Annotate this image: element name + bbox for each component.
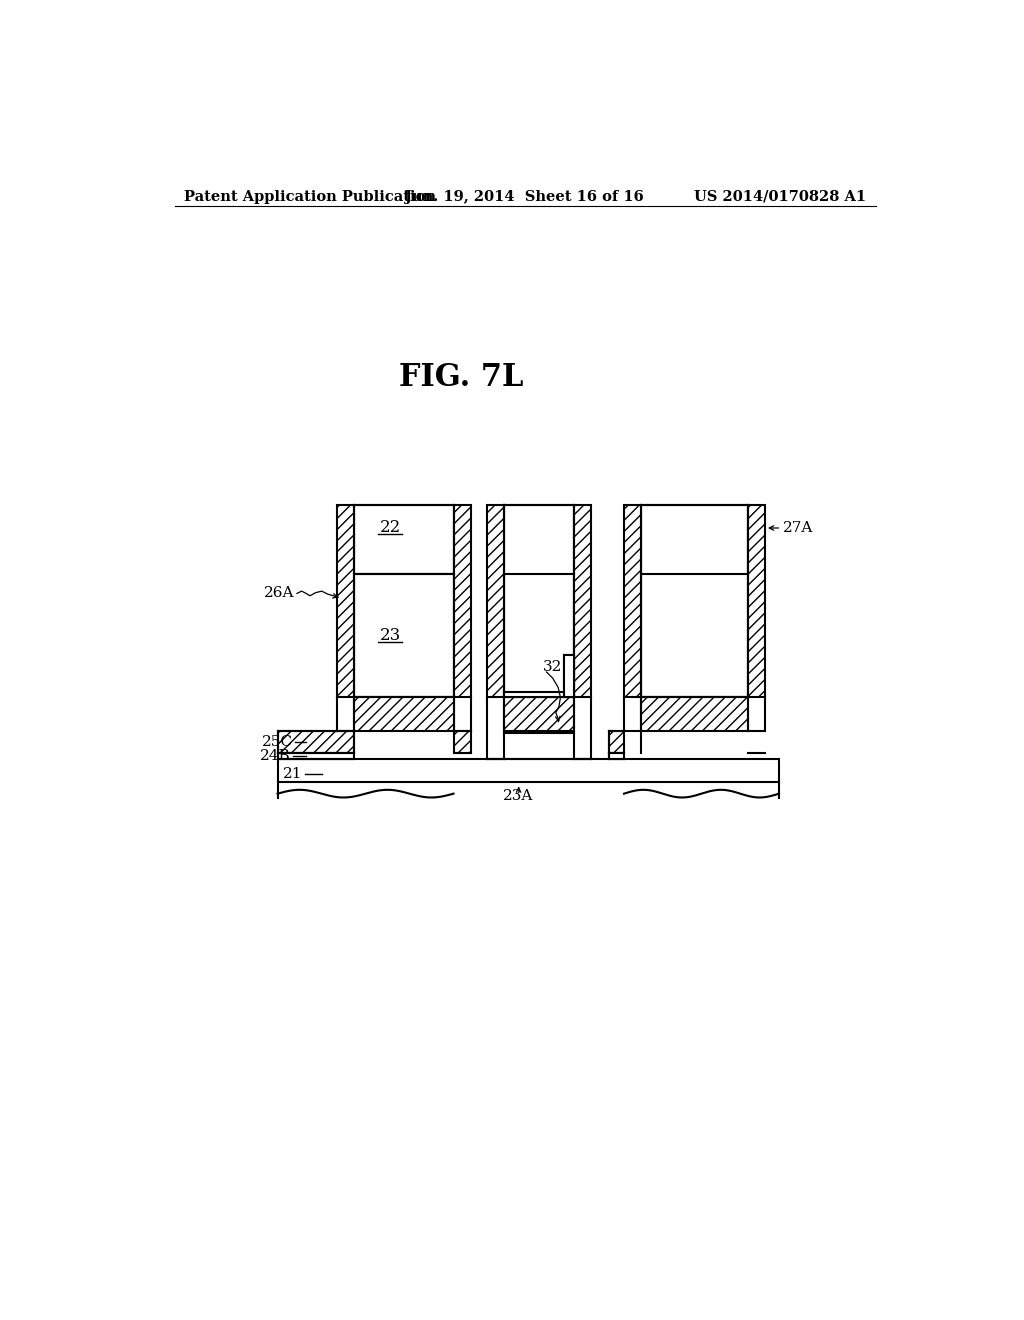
Bar [504, 692, 564, 697]
Bar [573, 506, 591, 697]
Text: 23: 23 [379, 627, 400, 644]
Text: 22: 22 [379, 520, 400, 536]
Text: 27A: 27A [783, 521, 813, 535]
Bar [486, 506, 504, 697]
Text: FIG. 7L: FIG. 7L [399, 363, 523, 393]
Bar [354, 697, 454, 730]
Text: 24B: 24B [260, 748, 291, 763]
Text: Jun. 19, 2014  Sheet 16 of 16: Jun. 19, 2014 Sheet 16 of 16 [406, 190, 644, 203]
Bar [564, 655, 573, 697]
Bar [608, 730, 624, 752]
Bar [337, 506, 354, 697]
Bar [641, 506, 748, 697]
Bar [641, 697, 748, 730]
Bar [564, 655, 573, 697]
Bar [504, 506, 573, 697]
Bar [354, 574, 454, 697]
Text: 26A: 26A [264, 586, 295, 601]
Bar [454, 506, 471, 697]
Bar [278, 730, 354, 752]
Text: 23A: 23A [504, 789, 534, 803]
Text: 25C: 25C [262, 735, 293, 748]
Bar [748, 506, 765, 697]
Bar [278, 752, 354, 759]
Text: 21: 21 [283, 767, 302, 781]
Bar [278, 759, 779, 781]
Bar [608, 752, 624, 759]
Bar [624, 506, 641, 697]
Text: 32: 32 [543, 660, 562, 673]
Text: Patent Application Publication: Patent Application Publication [183, 190, 436, 203]
Text: US 2014/0170828 A1: US 2014/0170828 A1 [693, 190, 866, 203]
Bar [504, 697, 573, 730]
Bar [354, 506, 454, 574]
Bar [454, 730, 471, 752]
